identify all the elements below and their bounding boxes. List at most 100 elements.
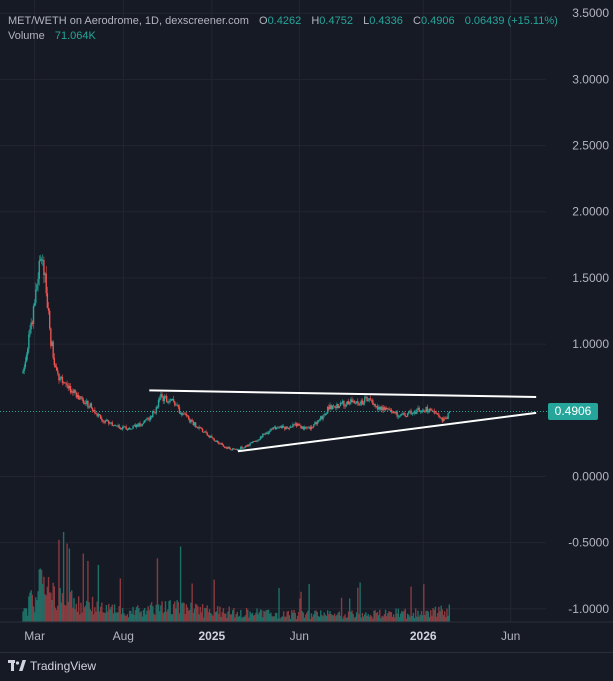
volume-bar <box>35 597 37 622</box>
candle-body <box>168 400 170 403</box>
candle-body <box>446 417 448 419</box>
candle-body <box>323 414 325 416</box>
x-tick-label: Jun <box>501 629 520 643</box>
candle-body <box>162 396 164 402</box>
y-tick-label: 2.0000 <box>572 205 609 219</box>
candle-body <box>28 334 30 350</box>
candle-body <box>127 427 130 430</box>
candle-body <box>66 383 68 386</box>
volume-bar <box>121 608 124 622</box>
volume-bar <box>155 604 157 622</box>
volume-bar <box>396 613 398 622</box>
volume-bar <box>408 614 410 622</box>
candle-body <box>329 405 331 410</box>
candle-body <box>296 423 299 427</box>
candle-body <box>252 441 255 442</box>
candle-body <box>440 417 442 419</box>
candle-body <box>183 413 185 415</box>
volume-bar <box>399 613 402 622</box>
volume-bar <box>251 612 254 622</box>
candle-body <box>259 436 262 440</box>
candle-body <box>148 419 151 420</box>
volume-bar <box>168 601 170 622</box>
candle-body <box>360 400 362 405</box>
candle-body <box>406 413 409 417</box>
candle-body <box>424 411 426 413</box>
candle-body <box>250 442 252 444</box>
volume-bar <box>446 608 448 622</box>
candle-body <box>260 436 263 438</box>
volume-bar <box>263 610 265 622</box>
candle-body <box>184 413 186 415</box>
candle-body <box>401 413 403 415</box>
y-axis[interactable]: 3.5000 3.0000 2.5000 2.0000 1.5000 1.0000 0.00… <box>568 6 609 616</box>
volume-bar <box>65 605 67 622</box>
price-chart[interactable]: 3.5000 3.0000 2.5000 2.0000 1.5000 1.0000 0.00… <box>0 0 613 652</box>
candle-body <box>237 449 240 451</box>
volume-bar <box>302 612 305 622</box>
volume-bar <box>190 602 192 622</box>
candle-body <box>277 427 279 429</box>
volume-bar <box>147 606 149 622</box>
volume-bar <box>330 614 332 622</box>
volume-bar <box>36 600 38 622</box>
volume-bar <box>247 609 249 622</box>
candle-body <box>54 365 57 367</box>
trendline-lower <box>237 411 537 453</box>
legend-high-value: 0.4752 <box>319 15 353 27</box>
candle-body <box>281 426 284 429</box>
candle-body <box>256 440 258 442</box>
volume-bar <box>66 543 68 622</box>
volume-bar <box>329 611 331 622</box>
candle-body <box>332 405 335 407</box>
volume-bar <box>296 615 299 622</box>
candle-body <box>420 411 423 412</box>
x-axis[interactable]: Mar Aug 2025 Jun 2026 Jun <box>0 621 613 643</box>
candle-body <box>330 405 332 410</box>
volume-bar <box>410 586 412 622</box>
candle-body <box>135 424 138 428</box>
volume-bar <box>140 611 142 622</box>
candle-body <box>377 407 380 410</box>
volume-bar <box>271 616 273 622</box>
volume-bar <box>105 605 108 622</box>
volume-bar <box>351 610 353 622</box>
volume-bar <box>425 610 427 622</box>
candle-body <box>81 397 83 400</box>
chart-area[interactable]: 3.5000 3.0000 2.5000 2.0000 1.5000 1.0000 0.00… <box>0 0 613 652</box>
volume-bar <box>172 604 175 622</box>
candle-body <box>69 386 72 393</box>
volume-bar <box>394 617 396 622</box>
tradingview-brand[interactable]: TradingView <box>8 659 96 673</box>
volume-bar <box>113 604 116 622</box>
candle-body <box>336 403 338 409</box>
volume-bar <box>138 608 140 622</box>
candle-body <box>399 414 402 416</box>
candle-body <box>366 396 368 402</box>
candle-body <box>98 414 101 416</box>
candle-body <box>441 417 444 422</box>
candle-body <box>105 420 108 422</box>
volume-bar <box>293 609 295 622</box>
volume-bar <box>192 612 195 622</box>
candle-body <box>199 426 201 428</box>
volume-bar <box>392 614 395 622</box>
volume-bar <box>213 579 215 622</box>
last-price-label: 0.4906 <box>548 402 598 420</box>
candle-body <box>345 404 347 407</box>
volume-bar <box>265 610 267 622</box>
volume-bar <box>142 609 145 622</box>
trendlines[interactable] <box>149 389 537 453</box>
volume-bar <box>320 610 322 622</box>
volume-bar <box>345 618 347 622</box>
candle-body <box>324 414 327 416</box>
candle-body <box>412 413 415 414</box>
volume-bar <box>328 614 330 622</box>
candle-body <box>448 411 450 414</box>
candle-body <box>30 322 32 330</box>
candle-body <box>310 426 313 430</box>
volume-bar <box>141 616 144 622</box>
volume-bar <box>344 614 346 622</box>
candle-body <box>262 434 264 438</box>
volume-bar <box>365 612 367 622</box>
